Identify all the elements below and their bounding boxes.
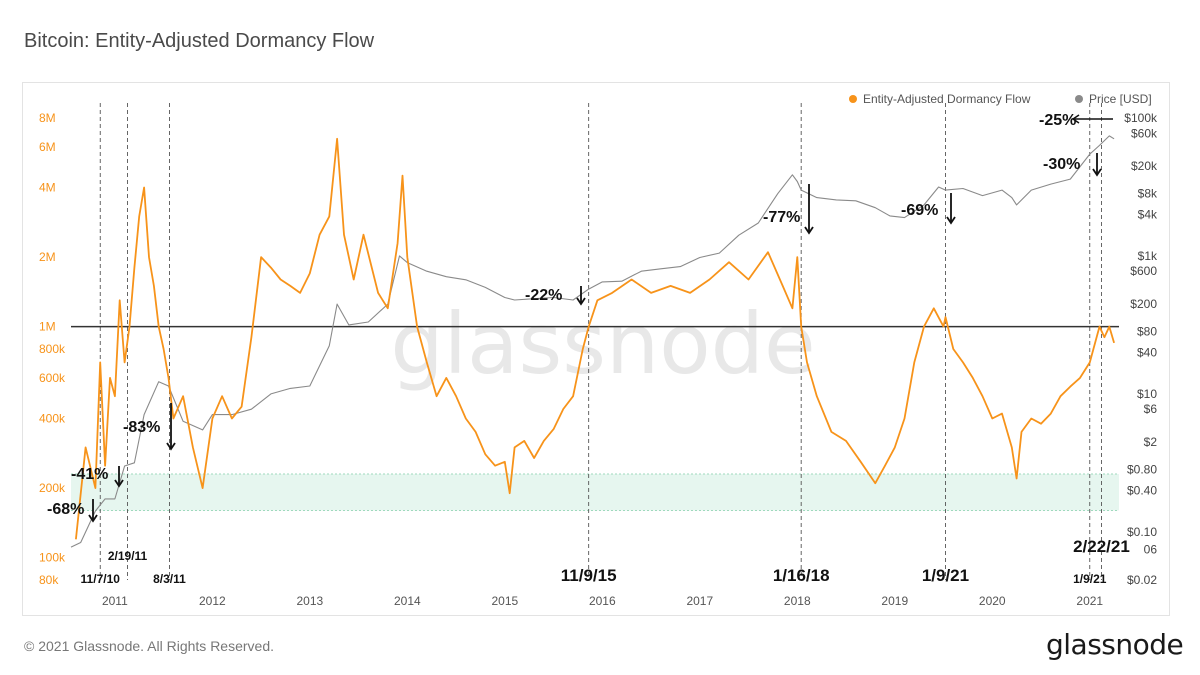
right-axis-tick: $8k: [1138, 187, 1158, 201]
drawdown-label: -69%: [901, 202, 938, 219]
right-axis-tick: $60k: [1131, 126, 1158, 140]
watermark-text: glassnode: [390, 295, 815, 393]
x-axis-tick: 2011: [102, 594, 128, 608]
green-zone-band: [71, 474, 1119, 511]
axis-layer: 8M6M4M2M1M800k600k400k200k100k80k$100k$6…: [39, 111, 1158, 608]
right-axis-tick: $40: [1137, 345, 1157, 359]
copyright-text: © 2021 Glassnode. All Rights Reserved.: [24, 638, 275, 654]
x-axis-tick: 2014: [394, 594, 421, 608]
left-axis-tick: 1M: [39, 320, 56, 334]
drawdown-arrow-head: [88, 514, 98, 523]
legend-swatch: [849, 95, 857, 103]
drawdown-arrow-head: [166, 442, 176, 451]
series-line: [75, 137, 1115, 540]
glassnode-logo[interactable]: glassnode: [1046, 628, 1184, 661]
event-date-label: 11/9/15: [561, 566, 617, 585]
right-axis-tick: $20k: [1131, 159, 1158, 173]
drawdown-label: -41%: [71, 466, 108, 483]
flow-series-layer: [75, 137, 1115, 540]
x-axis-tick: 2021: [1076, 594, 1103, 608]
green-band-layer: [71, 473, 1119, 511]
legend: Entity-Adjusted Dormancy Flow Price [USD]: [849, 92, 1152, 106]
drawdown-label: -77%: [763, 209, 800, 226]
event-date-label: 8/3/11: [153, 572, 186, 586]
x-axis-tick: 2013: [296, 594, 323, 608]
left-axis-tick: 800k: [39, 342, 66, 356]
left-axis-tick: 600k: [39, 371, 66, 385]
event-date-label: 11/7/10: [81, 572, 121, 586]
dormancy-flow-chart: glassnode 8M 6M 4M 2M 1M 800k 600k 400k 200k 100k…: [39, 92, 1158, 608]
left-axis-tick: 200k: [39, 481, 66, 495]
right-axis-tick: $0.80: [1127, 463, 1157, 477]
left-axis-tick: 80k: [39, 573, 59, 587]
drawdown-arrow-head: [1071, 114, 1080, 124]
event-date-label: 1/16/18: [773, 566, 830, 585]
x-axis-tick: 2018: [784, 594, 811, 608]
right-axis-tick: $200: [1130, 297, 1157, 311]
x-axis-tick: 2016: [589, 594, 616, 608]
series-line: [70, 135, 1115, 548]
event-date-label: 2/22/21: [1073, 537, 1130, 556]
left-axis-tick: 2M: [39, 250, 56, 264]
left-axis-tick: 6M: [39, 140, 56, 154]
x-axis-tick: 2015: [491, 594, 518, 608]
drawdown-label: -25%: [1039, 112, 1076, 129]
drawdown-label: -30%: [1043, 156, 1080, 173]
page-title: Bitcoin: Entity-Adjusted Dormancy Flow: [24, 30, 375, 52]
right-axis-tick: $80: [1137, 325, 1157, 339]
event-date-label: 2/19/11: [108, 549, 148, 563]
x-axis-tick: 2017: [686, 594, 713, 608]
right-axis-tick: 06: [1144, 543, 1158, 557]
right-axis-tick: $4k: [1138, 207, 1158, 221]
x-axis-tick: 2019: [881, 594, 908, 608]
chart-frame: glassnode 8M 6M 4M 2M 1M 800k 600k 400k 200k 100k…: [22, 82, 1170, 616]
drawdown-arrow-head: [804, 226, 814, 235]
x-axis-tick: 2012: [199, 594, 226, 608]
left-axis-tick: 4M: [39, 181, 56, 195]
right-axis-tick: $0.10: [1127, 525, 1157, 539]
x-axis-tick: 2020: [979, 594, 1006, 608]
annotations-layer: 11/7/10 2/19/11 8/3/11 11/9/15 1/16/18 1/9/21…: [47, 112, 1130, 586]
right-axis-tick: $0.40: [1127, 483, 1157, 497]
right-axis-tick: $6: [1144, 402, 1158, 416]
drawdown-label: -22%: [525, 287, 562, 304]
right-axis-tick: $600: [1130, 264, 1157, 278]
event-date-label: 1/9/21: [922, 566, 969, 585]
price-series-layer: [70, 135, 1115, 548]
right-axis-tick: $1k: [1138, 249, 1158, 263]
right-axis-tick: $0.02: [1127, 573, 1157, 587]
drawdown-arrow-head: [946, 216, 956, 225]
right-axis-tick: $100k: [1124, 111, 1158, 125]
legend-label: Entity-Adjusted Dormancy Flow: [863, 92, 1031, 106]
event-date-label: 1/9/21: [1073, 572, 1107, 586]
legend-swatch: [1075, 95, 1083, 103]
left-axis-tick: 100k: [39, 551, 66, 565]
left-axis-tick: 8M: [39, 111, 56, 125]
left-axis-tick: 400k: [39, 412, 66, 426]
drawdown-arrow-head: [576, 297, 586, 306]
drawdown-arrow-head: [1092, 168, 1102, 177]
right-axis-tick: $10: [1137, 387, 1157, 401]
drawdown-arrow-head: [114, 479, 124, 488]
legend-label: Price [USD]: [1089, 92, 1152, 106]
drawdown-label: -68%: [47, 501, 84, 518]
right-axis-tick: $2: [1144, 435, 1158, 449]
drawdown-label: -83%: [123, 419, 160, 436]
